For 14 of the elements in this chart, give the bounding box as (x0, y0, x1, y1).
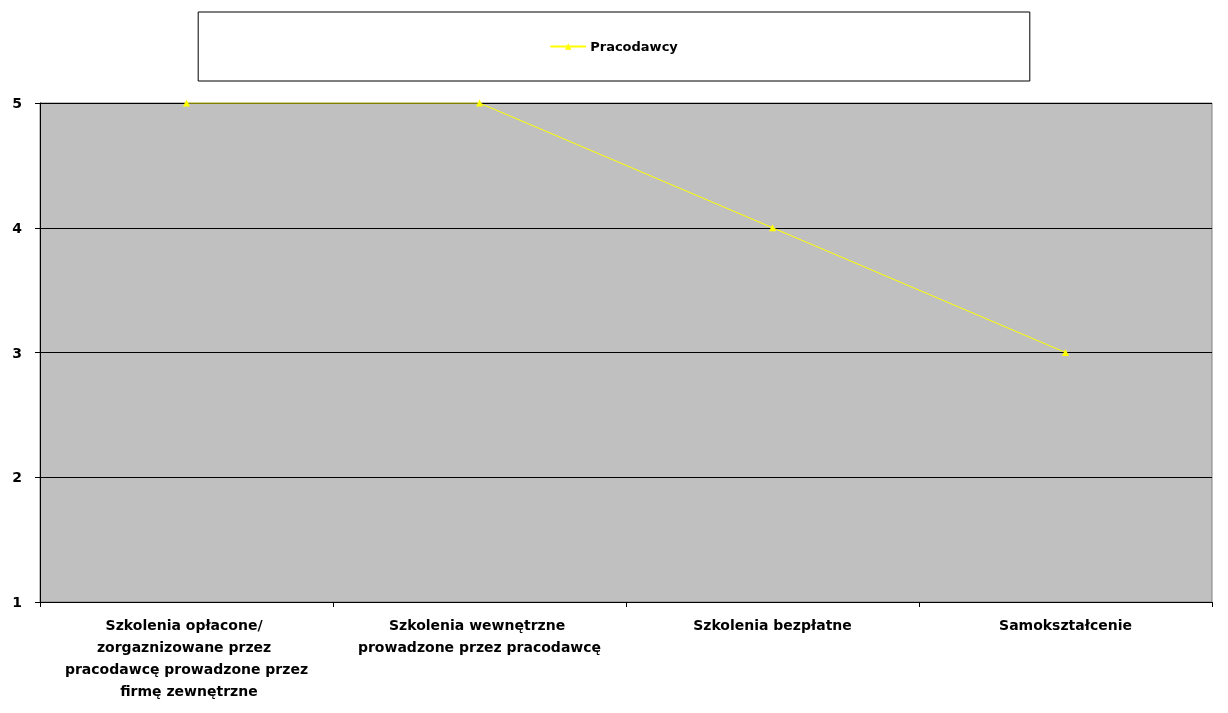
legend-label: Pracodawcy (590, 39, 679, 54)
point (1062, 349, 1069, 356)
point (183, 99, 190, 107)
y-tick-label: 5 (12, 95, 22, 111)
y-tick-label: 4 (12, 219, 23, 236)
point (476, 99, 483, 107)
x-tick-label: Szkolenia bezpłatne (693, 617, 852, 633)
point (769, 224, 776, 232)
x-tick-label: Samokształcenie (999, 617, 1132, 633)
x-tick-label: Szkolenia wewnętrzne prowadzone przez pracodawcę (357, 617, 602, 655)
y-tick-label: 1 (12, 594, 22, 610)
x-tick-label: Szkolenia opłacone/ zorgaznizowane przez pracodawcę prowadzone przez firmę zewnętrzne (64, 617, 309, 699)
y-tick-label: 3 (12, 344, 22, 361)
y-tick-label: 2 (12, 469, 22, 486)
